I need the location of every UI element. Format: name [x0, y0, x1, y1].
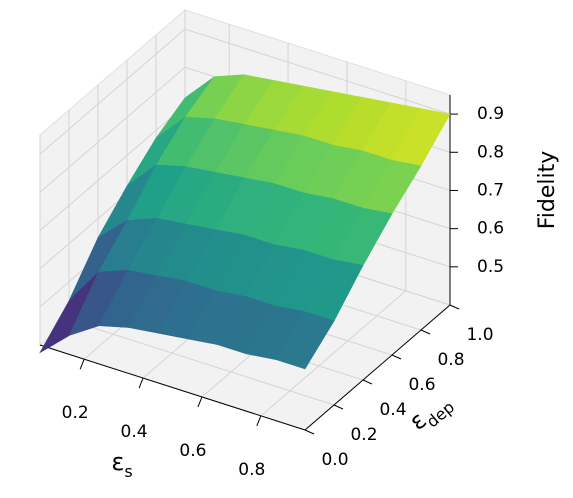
y-tick-label: 0.4 [379, 400, 406, 420]
y-axis-line [304, 304, 451, 431]
x-axis-line [39, 344, 306, 431]
x-tick-label: 0.2 [62, 403, 89, 423]
grid-line [39, 66, 186, 193]
z-tick-label: 0.7 [477, 180, 504, 200]
y-tick-mark [391, 354, 402, 360]
x-axis-label-subscript: s [124, 462, 132, 481]
grid-line [184, 28, 451, 115]
y-tick-mark [362, 379, 373, 385]
y-tick-mark [333, 404, 344, 410]
y-tick-label: 1.0 [466, 325, 493, 345]
x-tick-label: 0.4 [121, 422, 148, 442]
y-tick-label: 0.8 [437, 350, 464, 370]
x-tick-mark [197, 396, 203, 408]
grid-line [39, 28, 186, 155]
y-tick-mark [449, 304, 460, 310]
y-tick-mark [304, 429, 315, 435]
y-tick-label: 0.6 [408, 375, 435, 395]
x-tick-mark [79, 358, 85, 370]
grid-line [39, 105, 186, 231]
x-tick-mark [256, 415, 262, 427]
x-tick-label: 0.6 [179, 441, 206, 461]
y-tick-mark [420, 329, 431, 335]
y-tick-label: 0.0 [321, 450, 348, 470]
x-axis-label: εs [111, 448, 132, 481]
grid-line [260, 290, 407, 417]
y-tick-label: 0.2 [350, 425, 377, 445]
x-tick-label: 0.8 [238, 460, 265, 480]
x-tick-mark [138, 377, 144, 389]
z-tick-label: 0.6 [477, 219, 504, 239]
surface-patch [275, 311, 335, 370]
z-tick-label: 0.5 [477, 257, 504, 277]
z-tick-label: 0.8 [477, 142, 504, 162]
x-axis-label-symbol: ε [111, 448, 124, 476]
z-tick-label: 0.9 [477, 104, 504, 124]
z-axis-label: Fidelity [535, 151, 560, 230]
grid-line [68, 319, 335, 406]
